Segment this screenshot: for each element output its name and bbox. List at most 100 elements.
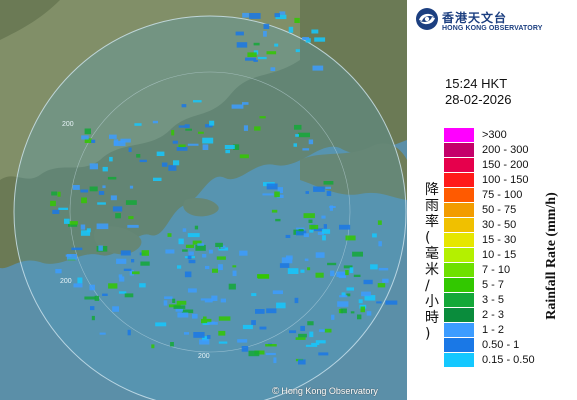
rain-echo-cell bbox=[50, 200, 56, 207]
legend-label: 30 - 50 bbox=[482, 219, 517, 231]
legend-item: 1 - 2 bbox=[444, 323, 554, 338]
rain-echo-cell bbox=[129, 185, 134, 189]
rain-echo-cell bbox=[84, 128, 91, 135]
legend-swatch bbox=[444, 263, 474, 277]
rain-echo-cell bbox=[131, 259, 135, 263]
legend-label: 15 - 30 bbox=[482, 234, 517, 246]
rain-echo-cell bbox=[89, 163, 98, 170]
legend-item: 50 - 75 bbox=[444, 203, 554, 218]
rain-echo-cell bbox=[107, 176, 117, 180]
rain-echo-cell bbox=[259, 326, 267, 330]
rain-echo-cell bbox=[207, 321, 218, 325]
rain-echo-cell bbox=[322, 235, 326, 241]
rain-echo-cell bbox=[349, 267, 354, 274]
rain-echo-cell bbox=[321, 229, 331, 234]
rain-echo-cell bbox=[321, 215, 326, 219]
rain-echo-cell bbox=[176, 300, 187, 305]
rain-echo-cell bbox=[270, 67, 276, 71]
observation-date: 28-02-2026 bbox=[445, 92, 512, 107]
rain-echo-cell bbox=[242, 324, 253, 330]
hko-logo[interactable]: 香港天文台 HONG KONG OBSERVATORY bbox=[415, 6, 575, 36]
rain-echo-cell bbox=[172, 140, 178, 144]
rain-echo-cell bbox=[228, 283, 236, 290]
rain-echo-cell bbox=[331, 314, 335, 320]
rain-echo-cell bbox=[141, 250, 149, 256]
rain-echo-cell bbox=[305, 38, 311, 43]
rain-echo-cell bbox=[211, 295, 218, 301]
rain-echo-cell bbox=[91, 315, 95, 321]
rain-echo-cell bbox=[202, 322, 210, 325]
rainfall-legend: >300 200 - 300 150 - 200 100 - 150 75 - 100 5… bbox=[444, 128, 554, 368]
legend-label: 0.15 - 0.50 bbox=[482, 354, 535, 366]
rain-echo-cell bbox=[341, 292, 346, 297]
rain-echo-cell bbox=[288, 26, 294, 33]
rain-echo-cell bbox=[239, 154, 249, 159]
rain-echo-cell bbox=[188, 259, 196, 264]
rain-echo-cell bbox=[129, 270, 134, 276]
rain-echo-cell bbox=[305, 344, 318, 347]
rain-echo-cell bbox=[248, 350, 260, 357]
rain-echo-cell bbox=[72, 185, 80, 190]
legend-item: 30 - 50 bbox=[444, 218, 554, 233]
rain-echo-cell bbox=[350, 311, 355, 314]
rain-echo-cell bbox=[205, 124, 213, 128]
rain-echo-cell bbox=[307, 267, 311, 271]
rain-echo-cell bbox=[254, 126, 261, 131]
rain-echo-cell bbox=[294, 297, 299, 304]
rain-echo-cell bbox=[242, 12, 249, 18]
rain-echo-cell bbox=[90, 306, 95, 311]
rain-echo-cell bbox=[173, 160, 180, 166]
range-label-south: 200 bbox=[198, 353, 210, 360]
rain-echo-cell bbox=[336, 271, 346, 277]
legend-item: 0.50 - 1 bbox=[444, 338, 554, 353]
copyright-text: Hong Kong Observatory bbox=[281, 386, 378, 396]
rain-echo-cell bbox=[325, 186, 331, 189]
rain-echo-cell bbox=[289, 330, 297, 334]
rain-echo-cell bbox=[184, 332, 189, 335]
rain-echo-cell bbox=[339, 295, 348, 298]
rain-echo-cell bbox=[198, 131, 204, 134]
rain-echo-cell bbox=[195, 244, 206, 251]
legend-swatch bbox=[444, 353, 474, 367]
rain-echo-cell bbox=[94, 295, 100, 301]
legend-label: 200 - 300 bbox=[482, 144, 529, 156]
rain-echo-cell bbox=[302, 148, 310, 151]
rain-echo-cell bbox=[187, 233, 200, 238]
rain-echo-cell bbox=[112, 306, 119, 312]
rain-echo-cell bbox=[55, 269, 62, 274]
rain-echo-cell bbox=[266, 308, 277, 314]
land-mainland-light bbox=[0, 0, 300, 180]
rain-echo-cell bbox=[364, 295, 376, 301]
rain-echo-cell bbox=[307, 321, 314, 326]
rain-echo-cell bbox=[202, 144, 209, 150]
rain-echo-cell bbox=[116, 258, 127, 264]
rain-echo-cell bbox=[266, 51, 277, 55]
rain-echo-cell bbox=[173, 305, 186, 309]
rain-echo-cell bbox=[313, 186, 325, 192]
rain-echo-cell bbox=[353, 274, 361, 277]
rain-echo-cell bbox=[120, 250, 131, 256]
legend-item: 5 - 7 bbox=[444, 278, 554, 293]
rain-echo-cell bbox=[202, 254, 207, 258]
rain-echo-cell bbox=[99, 332, 106, 335]
rain-echo-cell bbox=[360, 306, 365, 313]
legend-label: 0.50 - 1 bbox=[482, 339, 520, 351]
rain-echo-cell bbox=[136, 154, 141, 158]
rain-echo-cell bbox=[298, 359, 306, 365]
rain-echo-cell bbox=[139, 283, 146, 288]
legend-label: 100 - 150 bbox=[482, 174, 529, 186]
legend-label: 2 - 3 bbox=[482, 309, 505, 321]
rain-echo-cell bbox=[243, 125, 248, 131]
rain-echo-cell bbox=[309, 229, 314, 233]
rain-echo-cell bbox=[324, 328, 332, 333]
rain-echo-cell bbox=[202, 336, 209, 342]
rain-echo-cell bbox=[232, 270, 237, 277]
rain-echo-cell bbox=[187, 143, 199, 146]
rain-echo-cell bbox=[202, 137, 214, 144]
rain-echo-cell bbox=[254, 350, 265, 355]
rain-echo-cell bbox=[218, 330, 226, 336]
rain-echo-cell bbox=[377, 220, 382, 225]
rain-echo-cell bbox=[329, 205, 333, 211]
rain-echo-cell bbox=[102, 185, 106, 189]
rain-echo-cell bbox=[358, 299, 363, 304]
